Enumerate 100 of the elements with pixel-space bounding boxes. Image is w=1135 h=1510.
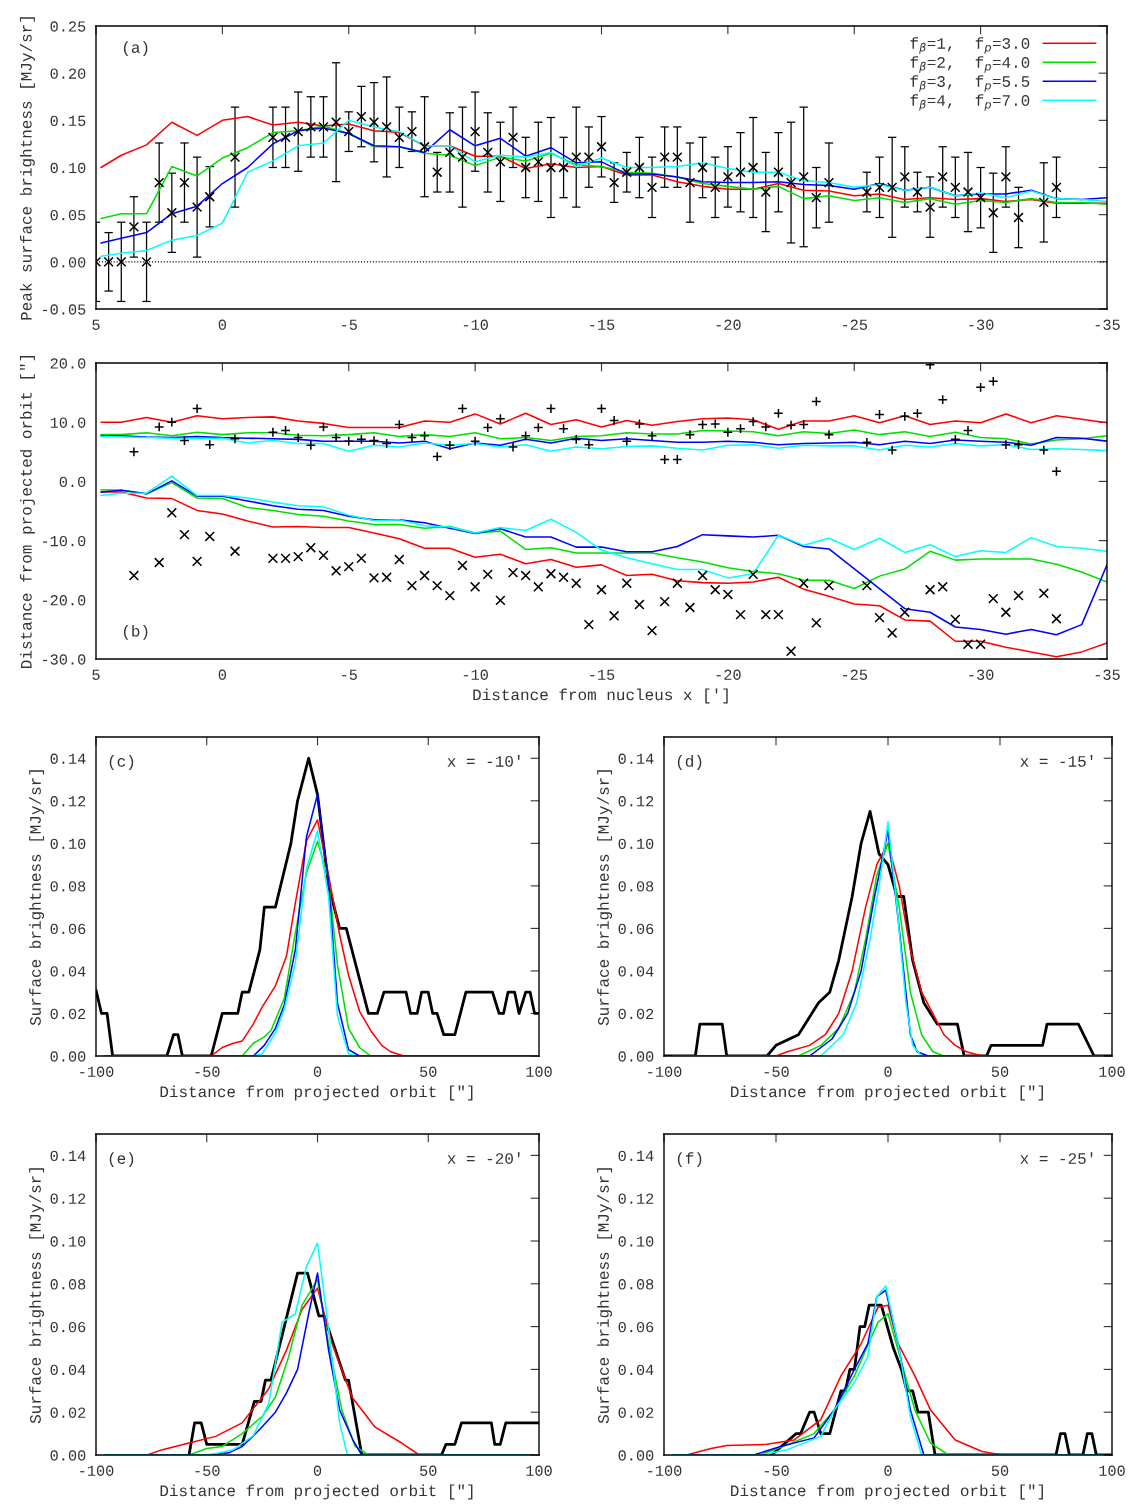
x-tick-label: 100 <box>1099 1465 1125 1476</box>
y-tick-label: 0.12 <box>50 1193 86 1204</box>
y-axis-title: Surface brightness [MJy/sr] <box>29 1168 45 1424</box>
y-tick-label: 0.00 <box>50 257 86 268</box>
y-tick-label: 0.06 <box>618 923 654 935</box>
y-tick-label: 0.04 <box>50 1364 86 1376</box>
y-tick-label: 0.02 <box>50 1008 86 1020</box>
y-axis-title: Distance from projected orbit ["] <box>19 356 35 668</box>
annotation: x = -25′ <box>1020 1152 1093 1164</box>
y-axis-title: Surface brightness [MJy/sr] <box>597 1168 613 1424</box>
y-tick-label: 0.04 <box>618 966 654 977</box>
x-tick-label: -100 <box>648 1066 682 1077</box>
legend-label: f$_{β}$=1, f$_{p}$=3.0 <box>910 37 1030 54</box>
y-tick-label: 0.12 <box>50 796 86 807</box>
y-tick-label: 0.14 <box>618 753 654 764</box>
y-tick-label: 0.10 <box>50 1236 86 1247</box>
x-tick-label: -25 <box>842 319 868 330</box>
y-tick-label: 0.00 <box>50 1450 86 1461</box>
y-axis-title: Peak surface brightness [MJy/sr] <box>19 17 35 320</box>
y-tick-label: 0.00 <box>50 1051 86 1062</box>
x-tick-label: -30 <box>969 669 994 680</box>
y-tick-label: 0.08 <box>50 1279 86 1290</box>
x-tick-label: -15 <box>590 319 615 330</box>
legend-label: f$_{β}$=3, f$_{p}$=5.5 <box>910 75 1030 92</box>
annotation: x = -20′ <box>447 1152 520 1164</box>
x-tick-label: -100 <box>648 1465 682 1476</box>
x-axis-title: Distance from projected orbit ["] <box>160 1085 473 1101</box>
y-tick-label: 0.00 <box>618 1051 654 1062</box>
x-tick-label: 50 <box>420 1465 437 1476</box>
y-tick-label: 10.0 <box>50 417 86 428</box>
y-tick-label: 0.0 <box>59 476 86 488</box>
y-tick-label: 0.10 <box>50 162 86 174</box>
y-tick-label: 0.04 <box>50 966 86 977</box>
y-tick-label: -10.0 <box>42 535 86 547</box>
x-tick-label: -5 <box>342 669 357 680</box>
x-tick-label: 0 <box>313 1465 322 1476</box>
y-tick-label: 0.08 <box>618 1279 654 1290</box>
y-tick-label: 0.08 <box>618 881 654 892</box>
y-tick-label: 0.06 <box>50 1321 86 1333</box>
x-tick-label: -35 <box>1095 319 1120 330</box>
y-tick-label: 0.02 <box>618 1008 654 1020</box>
legend-label: f$_{β}$=2, f$_{p}$=4.0 <box>910 56 1030 73</box>
x-tick-label: -100 <box>80 1465 114 1476</box>
y-axis-title: Surface brightness [MJy/sr] <box>29 770 45 1026</box>
x-tick-label: -20 <box>716 319 741 330</box>
line-series <box>100 429 1107 445</box>
y-tick-label: 0.12 <box>618 1193 654 1204</box>
x-tick-label: 0 <box>218 669 227 680</box>
legend-label: f$_{β}$=4, f$_{p}$=7.0 <box>910 94 1030 111</box>
x-tick-label: 0 <box>313 1066 322 1077</box>
y-tick-label: 0.14 <box>50 1150 86 1162</box>
x-tick-label: -35 <box>1095 669 1120 680</box>
y-tick-label: 0.06 <box>618 1321 654 1333</box>
y-tick-label: 0.04 <box>618 1364 654 1376</box>
x-tick-label: -25 <box>842 669 868 680</box>
x-tick-label: -30 <box>969 319 994 330</box>
x-axis-title: Distance from projected orbit ["] <box>731 1085 1043 1101</box>
y-tick-label: 0.14 <box>50 753 86 764</box>
annotation: x = -15′ <box>1020 755 1093 767</box>
x-tick-label: -100 <box>80 1066 114 1077</box>
x-axis-title: Distance from projected orbit ["] <box>731 1484 1043 1500</box>
y-tick-label: 20.0 <box>50 358 86 369</box>
annotation: (b) <box>123 624 148 640</box>
x-tick-label: -20 <box>716 669 741 680</box>
x-tick-label: -50 <box>764 1465 789 1476</box>
line-series <box>100 127 1107 244</box>
annotation: (e) <box>109 1152 134 1168</box>
x-axis-title: Distance from projected orbit ["] <box>160 1484 473 1500</box>
x-tick-label: 5 <box>92 669 100 680</box>
y-tick-label: 0.02 <box>50 1407 86 1418</box>
y-tick-label: 0.08 <box>50 881 86 892</box>
x-tick-label: -50 <box>764 1066 789 1077</box>
y-tick-label: 0.14 <box>618 1150 654 1162</box>
y-tick-label: 0.10 <box>50 838 86 850</box>
y-tick-label: -30.0 <box>42 654 86 665</box>
annotation: (a) <box>123 41 148 57</box>
y-tick-label: -20.0 <box>42 595 86 606</box>
annotation: (d) <box>677 755 702 770</box>
y-tick-label: 0.06 <box>50 923 86 935</box>
x-tick-label: -5 <box>342 319 357 330</box>
y-tick-label: 0.00 <box>618 1450 654 1461</box>
annotation: (f) <box>677 1152 702 1168</box>
x-tick-label: 50 <box>991 1066 1009 1077</box>
y-tick-label: 0.15 <box>50 115 86 127</box>
x-axis-title: Distance from nucleus x [′] <box>473 688 728 704</box>
x-tick-label: 100 <box>526 1465 552 1476</box>
annotation: x = -10′ <box>447 755 520 767</box>
x-tick-label: 100 <box>1099 1066 1125 1077</box>
x-tick-label: -50 <box>195 1465 220 1476</box>
x-tick-label: 0 <box>218 319 227 330</box>
line-series <box>100 119 1107 257</box>
x-tick-label: 0 <box>884 1465 892 1476</box>
y-tick-label: 0.10 <box>618 838 654 850</box>
y-tick-label: 0.12 <box>618 796 654 807</box>
y-tick-label: 0.10 <box>618 1236 654 1247</box>
x-tick-label: 50 <box>991 1465 1009 1476</box>
y-axis-title: Surface brightness [MJy/sr] <box>597 770 613 1026</box>
y-tick-label: 0.25 <box>50 21 86 32</box>
x-tick-label: 50 <box>420 1066 437 1077</box>
annotation: (c) <box>109 755 134 770</box>
